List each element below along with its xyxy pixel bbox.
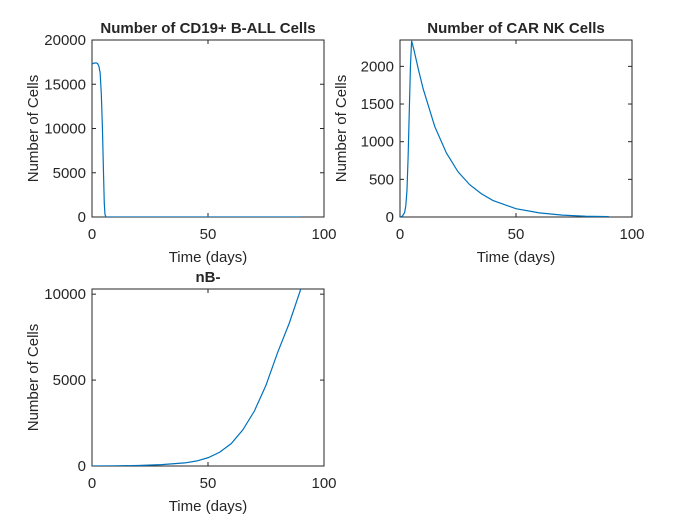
x-tick-label: 50 xyxy=(200,475,217,492)
x-axis-label: Time (days) xyxy=(169,249,248,266)
x-axis-label: Time (days) xyxy=(169,498,248,515)
y-tick-label: 500 xyxy=(369,171,394,188)
subplot-cd19-b-all: 0 50 100 0 5000 10000 15000 20000 Number of CD19… xyxy=(25,20,337,266)
y-tick-label: 20000 xyxy=(44,32,86,49)
y-tick-label: 5000 xyxy=(53,372,86,389)
x-tick-label: 100 xyxy=(619,226,644,243)
y-tick-label: 10000 xyxy=(44,286,86,303)
x-tick-label: 50 xyxy=(200,226,217,243)
axes-box xyxy=(91,39,325,218)
subplot-nb-minus: 0 50 100 0 5000 10000 nB- Time (days) Number of … xyxy=(25,269,337,515)
y-tick-label: 15000 xyxy=(44,76,86,93)
axes-box xyxy=(91,288,325,467)
y-tick-label: 1500 xyxy=(361,96,394,113)
y-axis-label: Number of Cells xyxy=(333,75,350,183)
axes-box xyxy=(399,39,633,218)
y-tick-label: 5000 xyxy=(53,165,86,182)
y-tick-label: 1000 xyxy=(361,134,394,151)
y-tick-label: 0 xyxy=(386,209,394,226)
y-tick-label: 0 xyxy=(78,458,86,475)
x-axis-label: Time (days) xyxy=(477,249,556,266)
x-tick-label: 0 xyxy=(88,226,96,243)
x-tick-label: 0 xyxy=(88,475,96,492)
y-axis-label: Number of Cells xyxy=(25,324,42,432)
series-line xyxy=(400,40,609,217)
x-tick-label: 50 xyxy=(508,226,525,243)
series-line xyxy=(92,62,301,217)
x-tick-label: 0 xyxy=(396,226,404,243)
y-tick-label: 10000 xyxy=(44,121,86,138)
y-axis-label: Number of Cells xyxy=(25,75,42,183)
y-tick-label: 2000 xyxy=(361,58,394,75)
plot-title: Number of CAR NK Cells xyxy=(427,20,605,37)
y-tick-label: 0 xyxy=(78,209,86,226)
x-tick-label: 100 xyxy=(311,475,336,492)
plot-title: Number of CD19+ B-ALL Cells xyxy=(100,20,315,37)
plot-title: nB- xyxy=(196,269,221,286)
x-tick-label: 100 xyxy=(311,226,336,243)
series-line xyxy=(92,289,302,466)
